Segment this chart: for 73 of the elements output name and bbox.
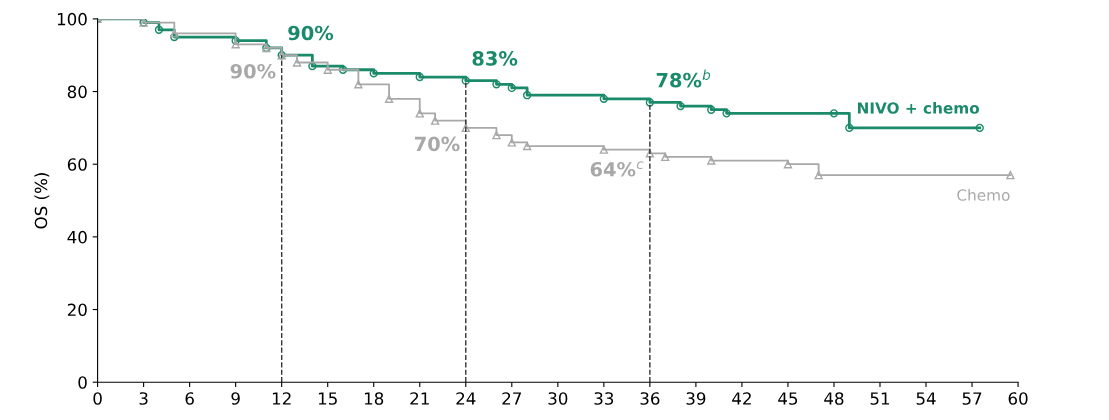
point [722,109,731,118]
point [645,149,655,158]
point [599,145,609,154]
series-label: Chemo [957,189,1010,201]
y-tick-label: 100 [57,12,87,26]
point [231,36,240,45]
x-tick-label: 60 [1008,392,1028,405]
annotation: 90% [230,63,276,79]
x-tick-label: 9 [231,392,240,405]
point [707,105,716,114]
point [170,29,179,38]
point [492,130,501,140]
x-tick-label: 57 [962,392,982,405]
x-tick-label: 3 [139,392,148,405]
x-tick-label: 6 [185,392,194,405]
point [415,72,424,82]
annotation: 83% [472,51,518,66]
x-tick-label: 45 [778,392,798,405]
point [231,40,240,49]
point [814,170,823,180]
x-tick-label: 39 [686,392,706,405]
point [845,123,854,133]
point [975,123,984,133]
annotation: 70% [414,136,460,152]
x-tick-label: 42 [732,392,751,405]
point [522,141,532,151]
point [522,91,532,100]
point [492,80,501,89]
point [384,94,394,103]
point [461,76,470,85]
point [369,69,378,78]
point [676,101,685,111]
point [338,65,348,74]
y-tick-label: 0 [78,376,87,389]
x-tick-label: 27 [502,392,521,405]
x-tick-label: 0 [93,392,102,405]
y-tick-label: 20 [67,303,87,317]
point [707,156,716,165]
y-tick-label: 80 [67,85,87,99]
annotation: 90% [288,25,334,41]
point [599,94,609,103]
point [507,138,516,147]
x-tick-label: 33 [594,392,614,405]
point [1006,170,1015,180]
annotation: 78%$^{b}$ [656,69,711,88]
x-tick-label: 21 [410,392,429,405]
point [461,123,470,133]
point [354,80,363,89]
point [292,58,302,67]
x-tick-label: 54 [916,392,936,405]
x-tick-label: 36 [640,392,660,405]
point [829,109,839,118]
x-tick-label: 51 [870,392,890,405]
point [430,116,440,125]
point [783,160,793,169]
y-tick-label: 40 [67,230,87,244]
annotation: 64%$^{c}$ [590,161,644,177]
x-tick-label: 24 [456,392,476,405]
y-axis-title: OS (%) [34,173,50,229]
x-tick-label: 30 [548,392,568,405]
point [507,83,516,93]
point [170,32,179,42]
x-tick-label: 18 [364,392,384,405]
point [645,98,655,107]
y-tick-label: 60 [67,158,87,171]
point [154,25,164,34]
point [415,109,424,118]
series-label: NIVO + chemo [857,101,980,114]
x-tick-label: 12 [272,392,291,405]
x-tick-label: 48 [824,392,844,405]
point [323,65,332,74]
x-tick-label: 15 [318,392,337,405]
point [661,152,670,162]
